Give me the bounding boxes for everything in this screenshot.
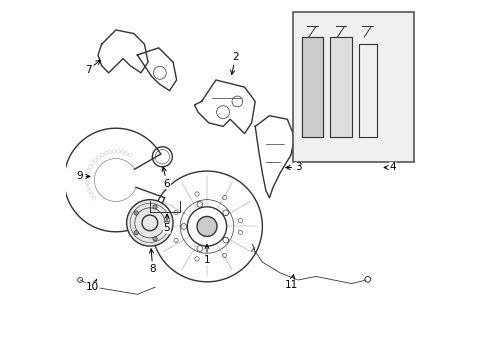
- Polygon shape: [301, 37, 323, 137]
- Text: 9: 9: [76, 171, 90, 181]
- Bar: [292, 12, 413, 162]
- Circle shape: [153, 205, 157, 209]
- Circle shape: [126, 200, 173, 246]
- Circle shape: [164, 221, 168, 225]
- Polygon shape: [329, 37, 351, 137]
- Circle shape: [153, 237, 157, 241]
- Circle shape: [134, 231, 138, 235]
- Text: 1: 1: [203, 244, 210, 265]
- Text: 4: 4: [383, 162, 395, 172]
- Circle shape: [197, 216, 217, 237]
- Text: 3: 3: [285, 162, 301, 172]
- Text: 11: 11: [284, 275, 297, 291]
- Text: 5: 5: [163, 214, 170, 233]
- Text: 2: 2: [230, 52, 239, 75]
- Text: 8: 8: [149, 249, 156, 274]
- Text: 7: 7: [84, 60, 100, 75]
- Text: 10: 10: [86, 279, 99, 292]
- Circle shape: [134, 211, 138, 215]
- Text: 6: 6: [162, 167, 170, 189]
